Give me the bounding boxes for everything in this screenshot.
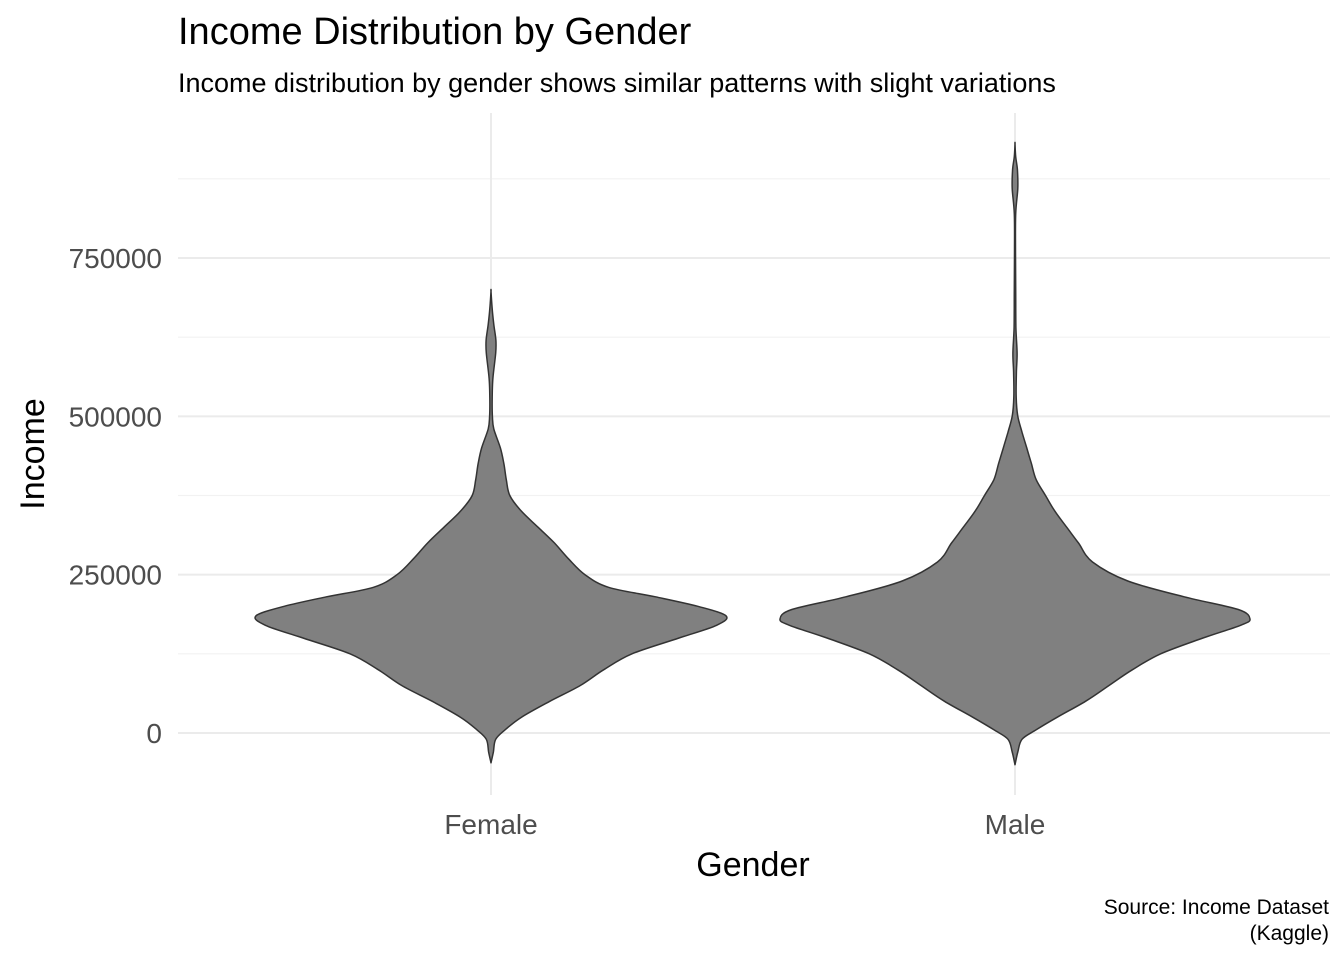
- violin-female: [254, 288, 728, 764]
- violins: [254, 141, 1251, 766]
- y-tick-label: 250000: [69, 560, 162, 591]
- caption-line-2: (Kaggle): [1249, 922, 1329, 945]
- major-gridlines: [178, 113, 1330, 795]
- x-axis-title: Gender: [696, 846, 809, 884]
- caption-line-1: Source: Income Dataset: [1103, 896, 1329, 919]
- y-tick-label: 750000: [69, 243, 162, 274]
- chart-caption: Source: Income Dataset (Kaggle): [929, 895, 1329, 947]
- y-axis-ticks: 0 250000 500000 750000: [69, 243, 162, 749]
- chart-title: Income Distribution by Gender: [178, 11, 692, 53]
- y-axis-title: Income: [14, 398, 52, 510]
- x-tick-label: Male: [985, 809, 1046, 840]
- violin-male: [779, 141, 1251, 766]
- y-tick-label: 0: [146, 718, 162, 749]
- x-axis-ticks: Female Male: [444, 809, 1045, 840]
- x-tick-label: Female: [444, 809, 537, 840]
- y-tick-label: 500000: [69, 401, 162, 432]
- chart-subtitle: Income distribution by gender shows simi…: [178, 68, 1056, 98]
